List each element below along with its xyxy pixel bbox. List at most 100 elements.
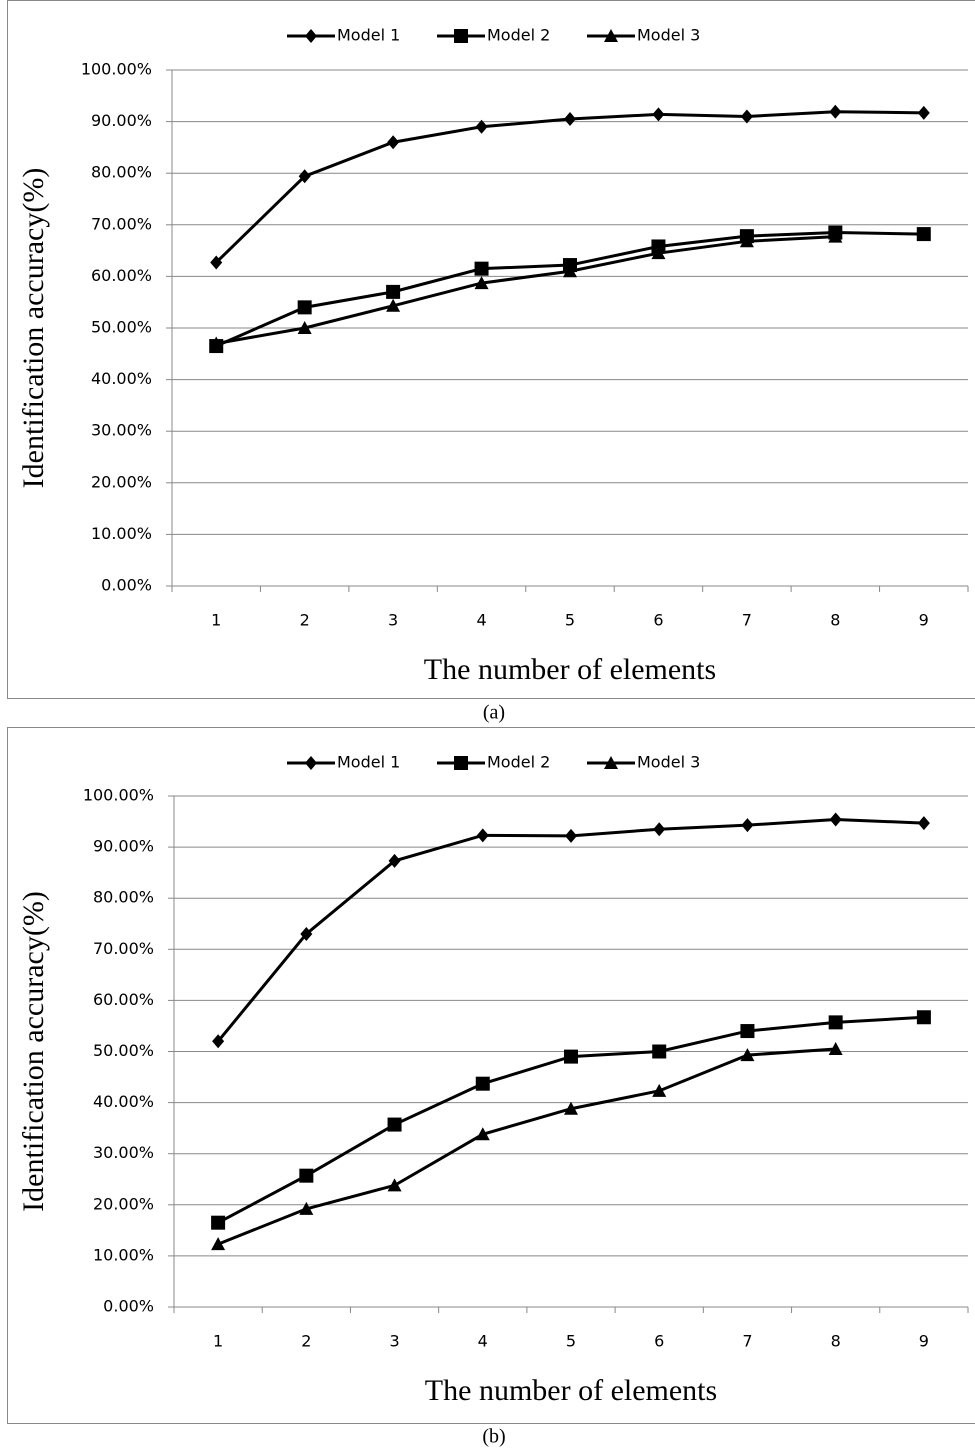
marker — [211, 1215, 226, 1230]
x-tick-label: 5 — [566, 1332, 576, 1351]
x-tick-label: 6 — [653, 611, 663, 630]
y-tick-label: 0.00% — [101, 576, 152, 595]
y-tick-label: 90.00% — [91, 111, 152, 130]
marker — [564, 112, 576, 127]
x-tick-label: 4 — [478, 1332, 488, 1351]
x-tick-label: 8 — [831, 1332, 841, 1351]
legend-label: Model 3 — [637, 753, 700, 772]
marker — [564, 1049, 578, 1064]
x-tick-label: 6 — [654, 1332, 664, 1351]
marker — [454, 756, 468, 770]
y-tick-label: 20.00% — [91, 472, 152, 491]
marker — [829, 104, 842, 119]
x-axis-label: The number of elements — [424, 653, 716, 686]
y-tick-label: 10.00% — [91, 524, 152, 543]
caption: (b) — [482, 1426, 505, 1448]
marker — [828, 1041, 843, 1055]
marker — [604, 29, 618, 42]
y-tick-label: 40.00% — [93, 1092, 154, 1111]
x-tick-label: 3 — [389, 1332, 399, 1351]
x-axis-label: The number of elements — [425, 1374, 717, 1407]
marker — [386, 284, 401, 299]
marker — [739, 234, 754, 248]
y-tick-label: 80.00% — [91, 163, 152, 182]
legend-label: Model 2 — [487, 26, 550, 45]
caption: (a) — [483, 702, 505, 724]
marker — [740, 1048, 755, 1062]
y-tick-label: 70.00% — [91, 214, 152, 233]
marker — [604, 756, 618, 769]
series-line — [215, 231, 924, 348]
marker — [564, 1101, 578, 1115]
y-tick-label: 10.00% — [93, 1245, 154, 1264]
y-tick-label: 50.00% — [93, 1041, 154, 1060]
marker — [387, 135, 400, 150]
marker — [916, 1010, 931, 1025]
marker — [386, 298, 401, 312]
marker — [916, 227, 931, 242]
marker — [476, 828, 489, 843]
marker — [565, 828, 577, 843]
series-line — [217, 1015, 924, 1225]
marker — [653, 822, 666, 837]
x-tick-label: 9 — [919, 1332, 929, 1351]
chart: 0.00% 10.00% 20.00% 30.00% 40.00% 50.00% 60.00… — [7, 727, 975, 1448]
series-line — [215, 235, 836, 345]
marker — [298, 169, 311, 184]
legend-label: Model 3 — [637, 26, 700, 45]
series-line — [215, 110, 924, 264]
x-tick-label: 9 — [919, 611, 929, 630]
marker — [387, 1117, 402, 1132]
marker — [474, 276, 489, 290]
marker — [387, 1178, 402, 1192]
y-axis-label: Identification accuracy(%) — [17, 891, 50, 1212]
x-tick-label: 7 — [742, 611, 752, 630]
y-tick-label: 100.00% — [81, 60, 152, 79]
marker — [297, 321, 312, 334]
y-tick-label: 50.00% — [91, 318, 152, 337]
y-tick-label: 70.00% — [93, 939, 154, 958]
y-tick-label: 60.00% — [91, 266, 152, 285]
legend-label: Model 1 — [337, 753, 400, 772]
marker — [305, 29, 317, 43]
x-tick-label: 5 — [565, 611, 575, 630]
marker — [740, 109, 753, 124]
marker — [828, 229, 843, 243]
marker — [474, 261, 489, 276]
y-tick-label: 30.00% — [91, 421, 152, 440]
x-tick-label: 7 — [742, 1332, 752, 1351]
x-tick-label: 2 — [300, 611, 310, 630]
series-line — [217, 1047, 836, 1246]
chart-frame — [7, 0, 975, 699]
marker — [211, 1237, 226, 1251]
marker — [475, 1127, 490, 1141]
marker — [297, 300, 312, 315]
y-axis-label: Identification accuracy(%) — [17, 168, 50, 489]
legend-label: Model 2 — [487, 753, 550, 772]
marker — [212, 1034, 225, 1049]
marker — [652, 107, 665, 122]
marker — [828, 1015, 843, 1030]
y-tick-label: 20.00% — [93, 1194, 154, 1213]
marker — [829, 812, 842, 827]
marker — [299, 1168, 314, 1183]
marker — [305, 756, 317, 770]
x-tick-label: 4 — [476, 611, 486, 630]
x-tick-label: 3 — [388, 611, 398, 630]
marker — [475, 119, 488, 134]
y-tick-label: 80.00% — [93, 888, 154, 907]
marker — [917, 816, 930, 831]
marker — [209, 336, 224, 350]
marker — [454, 29, 468, 43]
y-tick-label: 60.00% — [93, 990, 154, 1009]
legend-label: Model 1 — [337, 26, 400, 45]
marker — [475, 1076, 490, 1091]
marker — [299, 1201, 314, 1215]
marker — [651, 246, 666, 260]
marker — [563, 264, 577, 278]
marker — [300, 926, 313, 941]
marker — [652, 1044, 667, 1059]
marker — [917, 105, 930, 120]
